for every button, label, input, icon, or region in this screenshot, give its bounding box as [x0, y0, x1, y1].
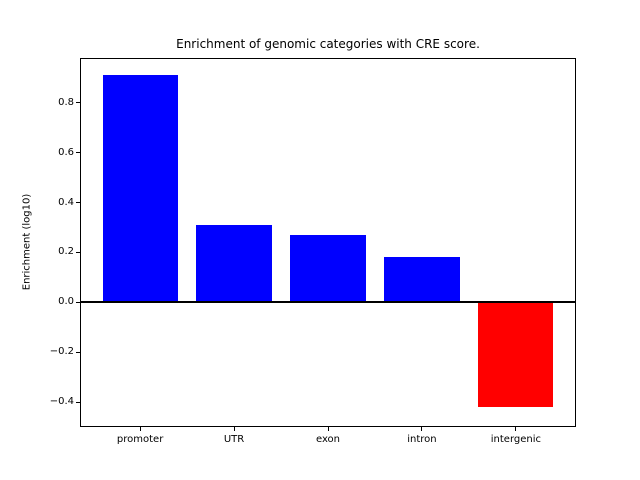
bar-exon — [290, 235, 366, 303]
plot-area — [80, 58, 576, 427]
y-tick-label: 0.6 — [58, 146, 74, 158]
y-tick — [76, 152, 80, 154]
x-tick-label-exon: exon — [315, 434, 341, 445]
bar-intron — [384, 257, 460, 303]
zero-line — [80, 301, 576, 304]
y-tick-label: 0.4 — [58, 196, 74, 208]
x-tick-label-promoter: promoter — [116, 434, 164, 445]
y-tick — [76, 351, 80, 353]
x-tick — [327, 427, 329, 431]
y-tick-label: 0.8 — [58, 96, 74, 108]
x-tick — [233, 427, 235, 431]
y-tick-label: 0.2 — [58, 246, 74, 258]
bar-intergenic — [478, 302, 554, 408]
x-tick-label-intron: intron — [407, 434, 437, 445]
x-tick — [139, 427, 141, 431]
y-tick — [76, 202, 80, 204]
x-tick-label-intergenic: intergenic — [490, 434, 541, 445]
x-tick — [421, 427, 423, 431]
y-tick-label: −0.4 — [49, 396, 74, 408]
y-tick-label: −0.2 — [49, 346, 74, 358]
bar-UTR — [196, 225, 272, 303]
y-tick — [76, 251, 80, 253]
y-tick-label: 0.0 — [58, 296, 74, 308]
y-tick — [76, 301, 80, 303]
y-tick — [76, 401, 80, 403]
x-tick — [515, 427, 517, 431]
bar-promoter — [102, 75, 178, 303]
x-tick-label-UTR: UTR — [223, 434, 245, 445]
chart-title: Enrichment of genomic categories with CR… — [176, 37, 480, 51]
y-tick — [76, 102, 80, 104]
